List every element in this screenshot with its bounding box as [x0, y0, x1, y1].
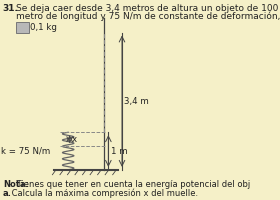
Text: Nota:: Nota:	[3, 180, 29, 189]
Text: 0,1 kg: 0,1 kg	[30, 23, 57, 32]
Text: Tienes que tener en cuenta la energía potencial del obj: Tienes que tener en cuenta la energía po…	[14, 180, 251, 189]
Bar	[16, 22, 29, 33]
Text: a.: a.	[3, 189, 12, 198]
Text: k = 75 N/m: k = 75 N/m	[1, 147, 51, 156]
Text: metro de longitud y 75 N/m de constante de deformación, tal: metro de longitud y 75 N/m de constante …	[16, 12, 280, 21]
Text: x: x	[72, 135, 77, 144]
Text: 3,4 m: 3,4 m	[124, 97, 149, 106]
Text: 31.: 31.	[3, 4, 19, 13]
Text: Se deja caer desde 3,4 metros de altura un objeto de 100: Se deja caer desde 3,4 metros de altura …	[16, 4, 278, 13]
Text: 1 m: 1 m	[111, 147, 127, 156]
Text: Calcula la máxima compresión x del muelle.: Calcula la máxima compresión x del muell…	[9, 189, 199, 198]
